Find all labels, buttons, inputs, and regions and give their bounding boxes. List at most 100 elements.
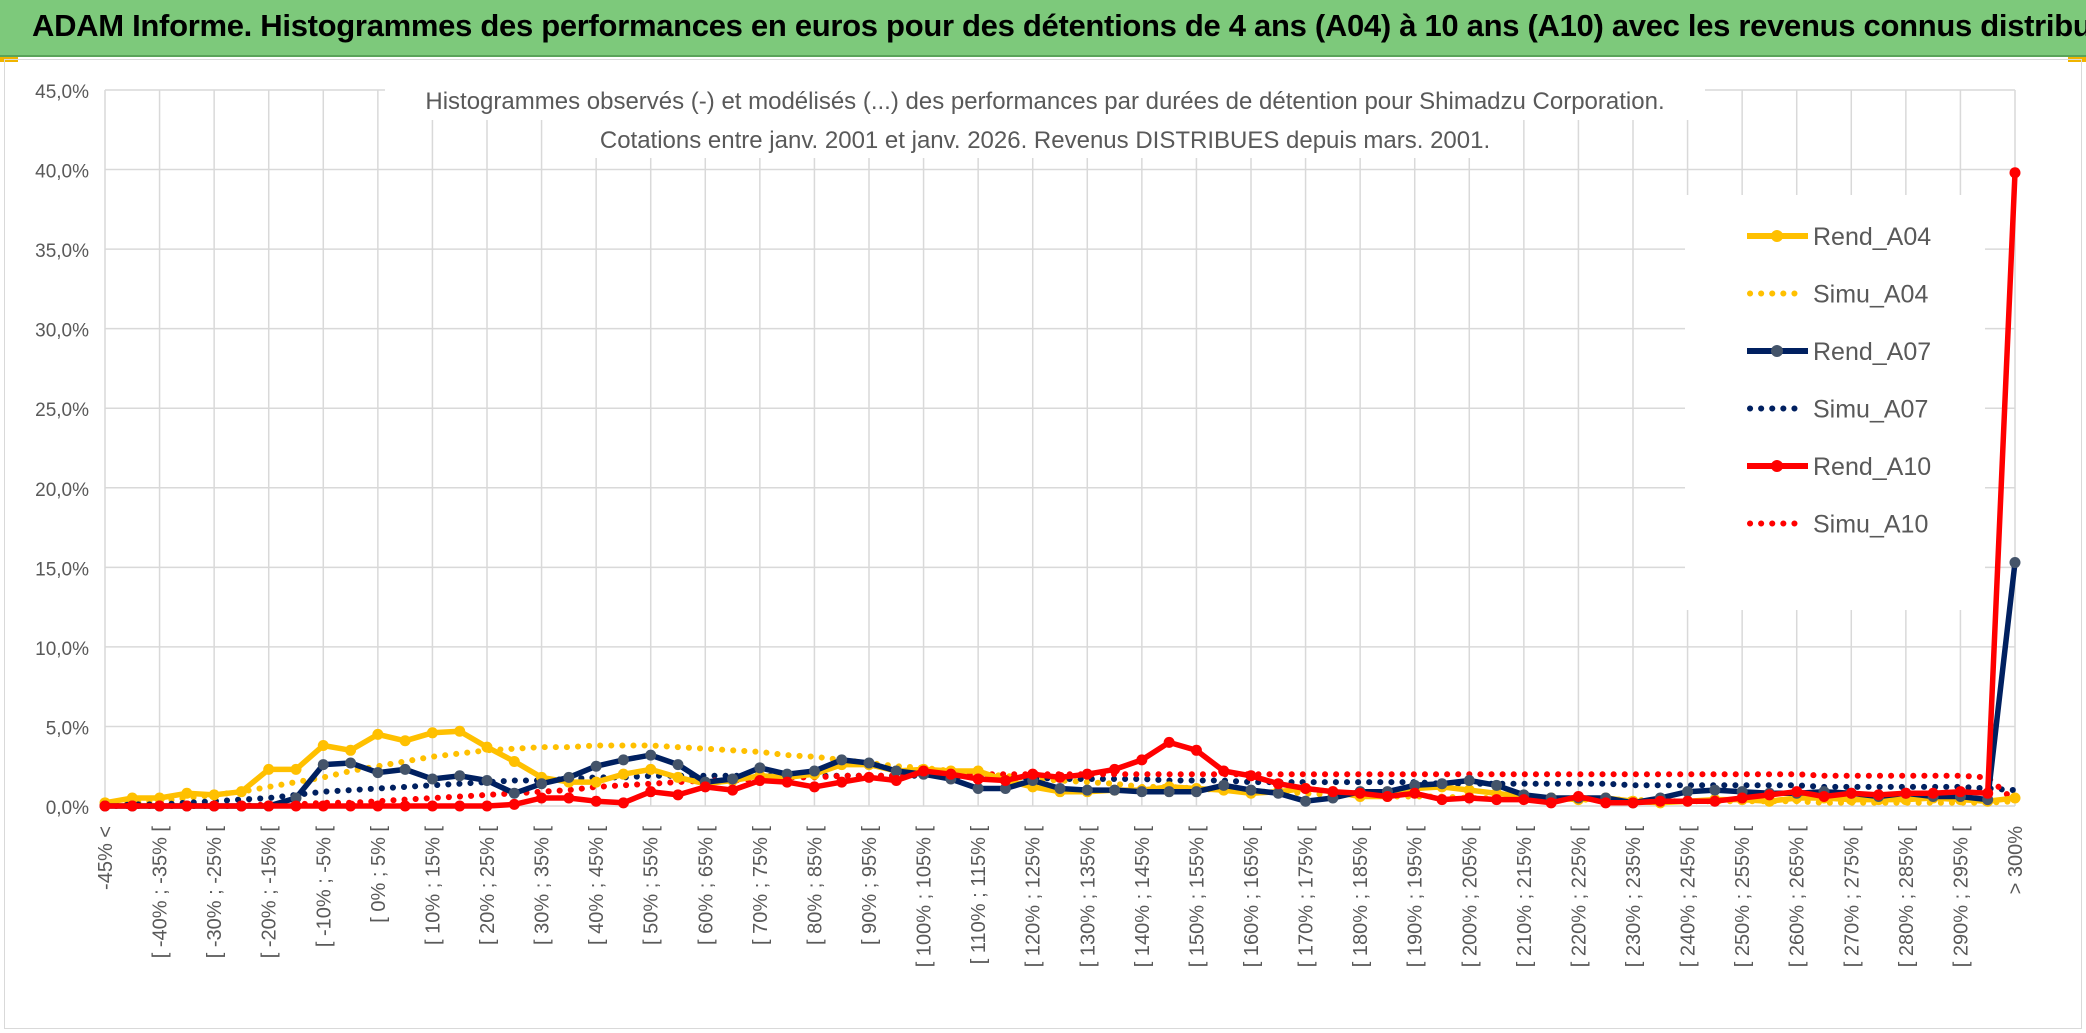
chart-subtitle: Cotations entre janv. 2001 et janv. 2026…	[600, 127, 1490, 154]
x-tick-label: [ 240% ; 245% [	[1678, 826, 1700, 968]
x-tick-label: [ 90% ; 95% [	[859, 826, 881, 945]
series-layer	[99, 167, 2021, 812]
data-point	[1545, 797, 1557, 809]
data-point	[317, 800, 329, 812]
data-point	[1818, 790, 1830, 802]
y-tick-label: 30,0%	[35, 321, 89, 342]
x-tick-label: [ 70% ; 75% [	[750, 826, 772, 945]
data-point	[1218, 779, 1230, 791]
data-point	[1327, 786, 1339, 798]
data-point	[1682, 795, 1694, 807]
data-point	[481, 800, 493, 812]
x-tick-label: [ 250% ; 255% [	[1732, 826, 1754, 968]
x-tick-label: [ 140% ; 145% [	[1132, 826, 1154, 968]
data-point	[1654, 795, 1666, 807]
y-tick-label: 20,0%	[35, 480, 89, 501]
x-tick-label: [ 110% ; 115% [	[968, 826, 990, 965]
legend-item-rend-a10: Rend_A10	[1747, 453, 1931, 481]
data-point	[1709, 795, 1721, 807]
x-tick-label: [ 270% ; 275% [	[1841, 826, 1863, 968]
data-point	[426, 727, 438, 739]
legend-item-simu-a10: Simu_A10	[1747, 511, 1928, 539]
x-tick-label: [ 190% ; 195% [	[1405, 826, 1427, 968]
data-point	[317, 759, 329, 771]
x-tick-label: [ 180% ; 185% [	[1350, 826, 1372, 968]
data-point	[1763, 789, 1775, 801]
data-point	[754, 762, 766, 774]
data-point	[454, 800, 466, 812]
x-tick-label: [ 0% ; 5% [	[368, 826, 390, 923]
x-tick-label: [ 80% ; 85% [	[804, 826, 826, 945]
y-tick-label: 45,0%	[35, 82, 89, 103]
x-tick-label: -45% <	[95, 826, 117, 890]
data-point	[672, 759, 684, 771]
data-point	[1109, 763, 1121, 775]
data-point	[1900, 787, 1912, 799]
legend-label: Rend_A07	[1813, 338, 1931, 366]
data-point	[1845, 787, 1857, 799]
data-point	[645, 763, 657, 775]
data-point	[1791, 786, 1803, 798]
data-point	[372, 800, 384, 812]
data-point	[317, 740, 329, 752]
data-point	[426, 773, 438, 785]
data-point	[563, 771, 575, 783]
data-point	[972, 782, 984, 794]
data-point	[345, 744, 357, 756]
x-tick-label: [ 30% ; 35% [	[532, 826, 554, 945]
data-point	[508, 755, 520, 767]
x-tick-label: [ -30% ; -25% [	[204, 826, 226, 959]
series-rend-a04	[99, 725, 2021, 809]
x-tick-label: [ 100% ; 105% [	[914, 826, 936, 968]
data-point	[1190, 786, 1202, 798]
data-point	[672, 771, 684, 783]
data-point	[2009, 557, 2021, 569]
data-point	[1463, 784, 1475, 796]
y-tick-label: 25,0%	[35, 400, 89, 421]
data-point	[263, 800, 275, 812]
data-point	[1054, 782, 1066, 794]
data-point	[1736, 792, 1748, 804]
data-point	[972, 765, 984, 777]
data-point	[1436, 778, 1448, 790]
data-point	[645, 749, 657, 761]
data-point	[181, 800, 193, 812]
data-point	[1300, 782, 1312, 794]
legend-item-rend-a07: Rend_A07	[1747, 338, 1931, 366]
data-point	[918, 765, 930, 777]
data-point	[727, 784, 739, 796]
data-point	[836, 776, 848, 788]
legend-item-rend-a04: Rend_A04	[1747, 223, 1931, 251]
x-tick-label: [ 150% ; 155% [	[1186, 826, 1208, 968]
x-tick-label: [ -10% ; -5% [	[313, 826, 335, 948]
data-point	[208, 800, 220, 812]
data-point	[154, 792, 166, 804]
legend: Rend_A04 Simu_A04 Rend_A07 Simu_A07 Rend_A10…	[1685, 195, 1985, 610]
data-point	[1300, 795, 1312, 807]
data-point	[1927, 787, 1939, 799]
legend-label: Simu_A04	[1813, 281, 1928, 309]
data-point	[672, 789, 684, 801]
data-point	[536, 792, 548, 804]
data-point	[399, 800, 411, 812]
data-point	[399, 735, 411, 747]
data-point	[1272, 778, 1284, 790]
x-tick-label: [ 230% ; 235% [	[1623, 826, 1645, 968]
data-point	[345, 757, 357, 769]
subtitle-background	[585, 120, 1505, 158]
legend-background	[1685, 195, 1985, 610]
data-point	[1954, 786, 1966, 798]
data-point	[590, 795, 602, 807]
x-tick-label: [ 130% ; 135% [	[1077, 826, 1099, 968]
data-point	[699, 781, 711, 793]
data-point	[945, 768, 957, 780]
x-tick-label: [ 170% ; 175% [	[1296, 826, 1318, 968]
data-point	[508, 787, 520, 799]
data-point	[754, 775, 766, 787]
x-tick-label: [ 40% ; 45% [	[586, 826, 608, 945]
data-point	[1218, 765, 1230, 777]
x-tick-label: [ -20% ; -15% [	[259, 826, 281, 959]
y-tick-label: 15,0%	[35, 559, 89, 580]
x-tick-label: [ 280% ; 285% [	[1896, 826, 1918, 968]
data-point	[426, 800, 438, 812]
